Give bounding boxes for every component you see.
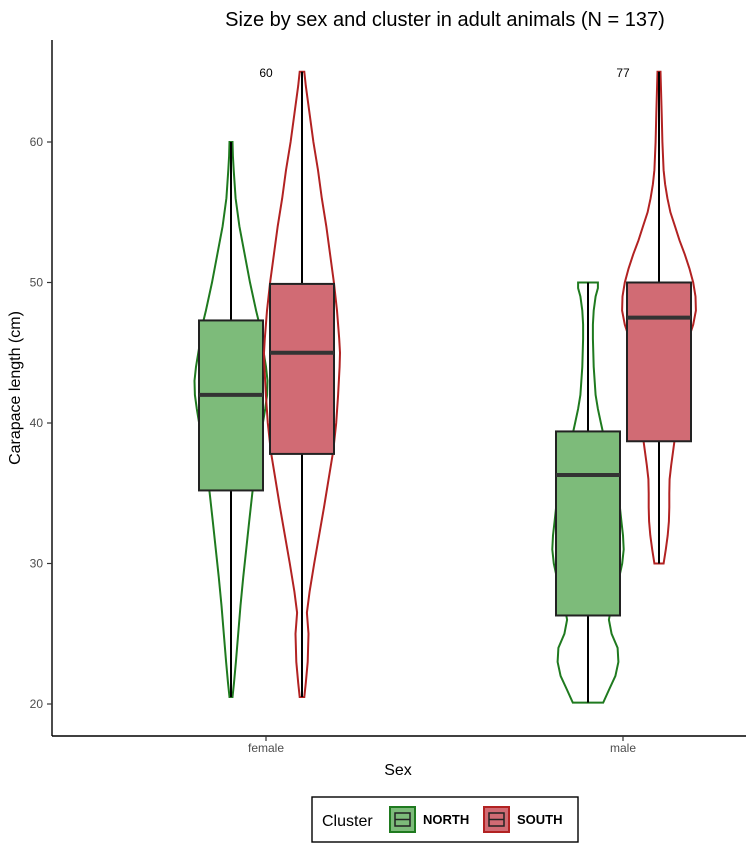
boxplot-north-male	[555, 282, 621, 703]
box-iqr	[198, 319, 264, 492]
chart-title: Size by sex and cluster in adult animals…	[225, 9, 665, 31]
legend-label-north: NORTH	[423, 812, 469, 827]
legend-frame	[311, 796, 579, 843]
violin-south-female	[262, 70, 342, 698]
count-label-female: 60	[259, 66, 273, 80]
y-tick-label: 20	[30, 697, 44, 711]
y-tick-label: 30	[30, 557, 44, 571]
count-label-male: 77	[616, 66, 630, 80]
y-axis-ticks: 20 30 40 50 60	[30, 135, 52, 711]
y-tick-label: 40	[30, 416, 44, 430]
boxplot-north-female	[198, 142, 264, 697]
box-iqr	[555, 430, 621, 617]
x-axis-title: Sex	[384, 762, 412, 779]
box-iqr	[269, 282, 335, 455]
box-iqr	[626, 281, 692, 443]
boxplot-south-male	[626, 71, 692, 564]
plot-area	[193, 70, 697, 704]
y-axis-title: Carapace length (cm)	[7, 311, 24, 465]
y-tick-label: 60	[30, 135, 44, 149]
count-labels: 60 77	[259, 66, 630, 80]
legend-title: Cluster	[322, 813, 373, 830]
legend: Cluster NORTH SOUTH	[311, 796, 579, 843]
boxplot-south-female	[269, 71, 335, 697]
legend-key-south: SOUTH	[483, 806, 563, 833]
legend-label-south: SOUTH	[517, 812, 563, 827]
x-axis-ticks: female male	[248, 736, 636, 755]
y-tick-label: 50	[30, 276, 44, 290]
legend-keys: NORTH SOUTH	[389, 806, 563, 833]
x-tick-label-male: male	[610, 741, 636, 755]
x-tick-label-female: female	[248, 741, 284, 755]
legend-key-north: NORTH	[389, 806, 469, 833]
